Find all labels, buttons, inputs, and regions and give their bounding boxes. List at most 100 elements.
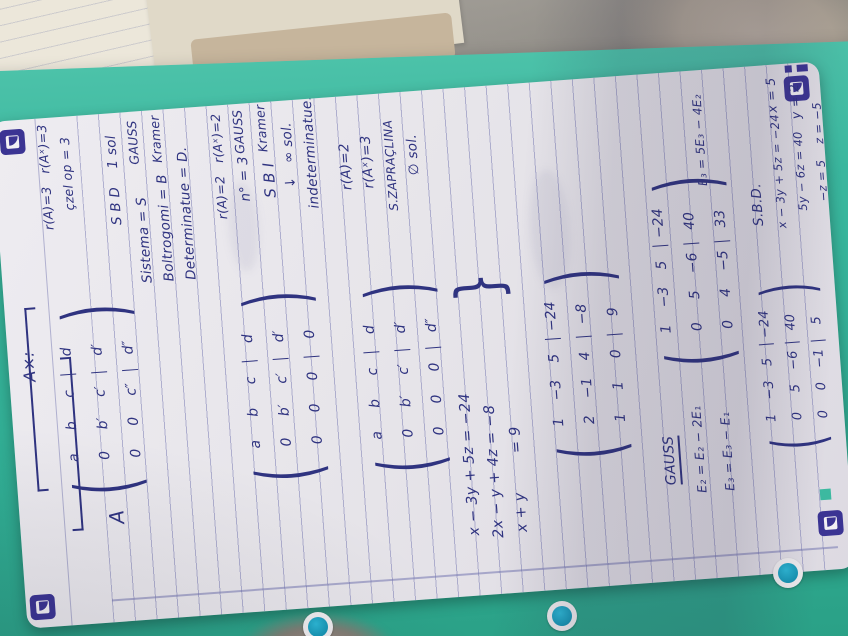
matrix-paren: ) (746, 280, 829, 299)
matrix-a-label: A (104, 509, 130, 525)
matrix-cell: b (367, 398, 384, 409)
matrix-cell: −3 (655, 286, 674, 308)
matrix-cell: 5 (686, 289, 704, 300)
matrix-cell: 0 (400, 428, 417, 439)
matrix-cell: c (243, 376, 260, 385)
matrix-paren: ( (649, 346, 749, 370)
handwritten-notes: A×: A ( a b c d 0 b′ c′ d′ 0 0 c″ d″ ) r(A)=3 r(Aˣ)… (0, 61, 848, 628)
matrix-cell: −24 (755, 303, 774, 346)
ops-note: çzel op = 3 (56, 136, 78, 212)
matrix-cell: a (247, 439, 265, 450)
matrix-cell: 1 (609, 380, 627, 391)
augmented-matrix-initial: ( 1 −3 5 −24 2 −1 4 −8 1 1 0 9 ) (529, 258, 641, 471)
matrix-cell: 4 (717, 287, 734, 298)
gauss-note: GAUSS (229, 109, 248, 155)
notebook-logo-icon (29, 593, 57, 621)
notebook-page: A×: A ( a b c d 0 b′ c′ d′ 0 0 c″ d″ ) r(A)=3 r(Aˣ)… (0, 61, 848, 629)
matrix-cell: −1 (578, 376, 597, 399)
matrix-cell: b (63, 420, 81, 431)
matrix-paren: ( (57, 475, 157, 499)
snap-dot (773, 558, 803, 588)
matrix-cell: 0 (278, 436, 296, 448)
gauss-note: GAUSS (123, 119, 142, 166)
sbi-note: S B I (259, 161, 280, 199)
matrix-cell: 0 (125, 416, 142, 427)
matrix-cell: 4 (576, 350, 594, 361)
matrix-cell: 5 (546, 353, 563, 364)
n-note: n° = 3 (234, 155, 254, 203)
matrix-cell: b′ (94, 416, 112, 431)
matrix-cell: 40 (680, 198, 700, 245)
matrix-cell: c′ (92, 385, 109, 398)
matrix-cell: 0 (719, 319, 737, 330)
snap-dot (303, 612, 333, 636)
matrix-cell: 0 (430, 425, 448, 436)
matrix-cell: 0 (308, 434, 326, 445)
matrix-paren: ( (542, 439, 641, 463)
matrix-cell: c′ (273, 372, 291, 385)
matrix-cell: d″ (421, 302, 441, 349)
matrix-cell: a (369, 430, 387, 441)
matrix-cell: −24 (541, 293, 562, 340)
matrix-cell: 0 (689, 321, 706, 332)
matrix-paren: ( (757, 433, 840, 453)
matrix-cell: 5 (807, 299, 826, 342)
matrix-cell: 5 (787, 383, 803, 393)
matrix-cell: 0 (96, 450, 114, 461)
matrix-cell: d′ (269, 313, 289, 360)
matrix-paren: ) (44, 300, 144, 324)
result-y: y = 2 (785, 83, 804, 120)
matrix-cell: −6 (683, 251, 702, 274)
teal-square-mark (819, 488, 832, 501)
matrix-cell: 1 (763, 413, 780, 423)
matrix-cell: −3 (761, 379, 778, 401)
matrix-cell: 33 (710, 196, 730, 243)
matrix-cell: a (66, 452, 83, 463)
logo-dot-mark (784, 65, 793, 73)
no-solution-note: ∅ sol. (403, 133, 423, 176)
matrix-cell: 0 (789, 411, 805, 421)
matrix-cell: 0 (127, 448, 145, 459)
matrix-cell: 0 (306, 402, 324, 413)
matrix-cell: 0 (425, 361, 443, 373)
matrix-cell: 0 (428, 393, 445, 404)
snap-dot (547, 601, 577, 631)
hand-bracket (24, 307, 49, 492)
matrix-cell: d (57, 329, 77, 376)
matrix-cell: d (360, 307, 380, 354)
matrix-paren: ) (226, 287, 325, 311)
matrix-general-inconsistent: ( a b c d 0 b′ c′ d′ 0 0 0 d″ ) (348, 271, 460, 484)
matrix-paren: ) (637, 172, 736, 195)
matrix-cell: c (61, 389, 79, 399)
matrix-cell: −24 (649, 200, 669, 247)
matrix-cell: −1 (810, 348, 828, 369)
matrix-cell: 0 (299, 311, 320, 358)
augmented-matrix-final: ( 1 −3 5 −24 0 5 −6 40 0 0 −1 5 ) (746, 274, 840, 459)
matrix-cell: d (238, 316, 259, 363)
matrix-cell: d′ (391, 304, 411, 351)
matrix-cell: c′ (395, 363, 413, 376)
matrix-cell: c″ (122, 382, 140, 397)
result-x: x = 5 (762, 77, 780, 114)
matrix-cell: −8 (572, 291, 592, 338)
matrix-general-zero-row: ( a b c d 0 b′ c′ d′ 0 0 0 0 ) (226, 280, 337, 493)
matrix-paren: ) (529, 265, 629, 288)
rank-note: r(A)=3 r(Aˣ)=3 (33, 123, 57, 231)
matrix-cell: 40 (781, 301, 800, 344)
rank-note: r(A)=2 (336, 142, 356, 191)
matrix-cell: −3 (548, 379, 566, 401)
matrix-cell: b′ (275, 403, 293, 417)
augmented-matrix-step2: ( 1 −3 5 −24 0 5 −6 40 0 4 −5 33 ) (637, 164, 749, 377)
matrix-cell: 2 (581, 414, 599, 425)
matrix-cell: d′ (87, 327, 108, 374)
matrix-cell: 9 (603, 289, 623, 336)
matrix-cell: 1 (612, 412, 629, 423)
matrix-paren: ) (348, 278, 447, 302)
matrix-paren: ( (360, 453, 460, 477)
gauss-heading: GAUSS (660, 434, 684, 486)
matrix-cell: −6 (784, 350, 802, 371)
matrix-cell: b (245, 407, 263, 418)
system-brace: } (440, 269, 516, 305)
matrix-cell: −5 (714, 249, 732, 272)
